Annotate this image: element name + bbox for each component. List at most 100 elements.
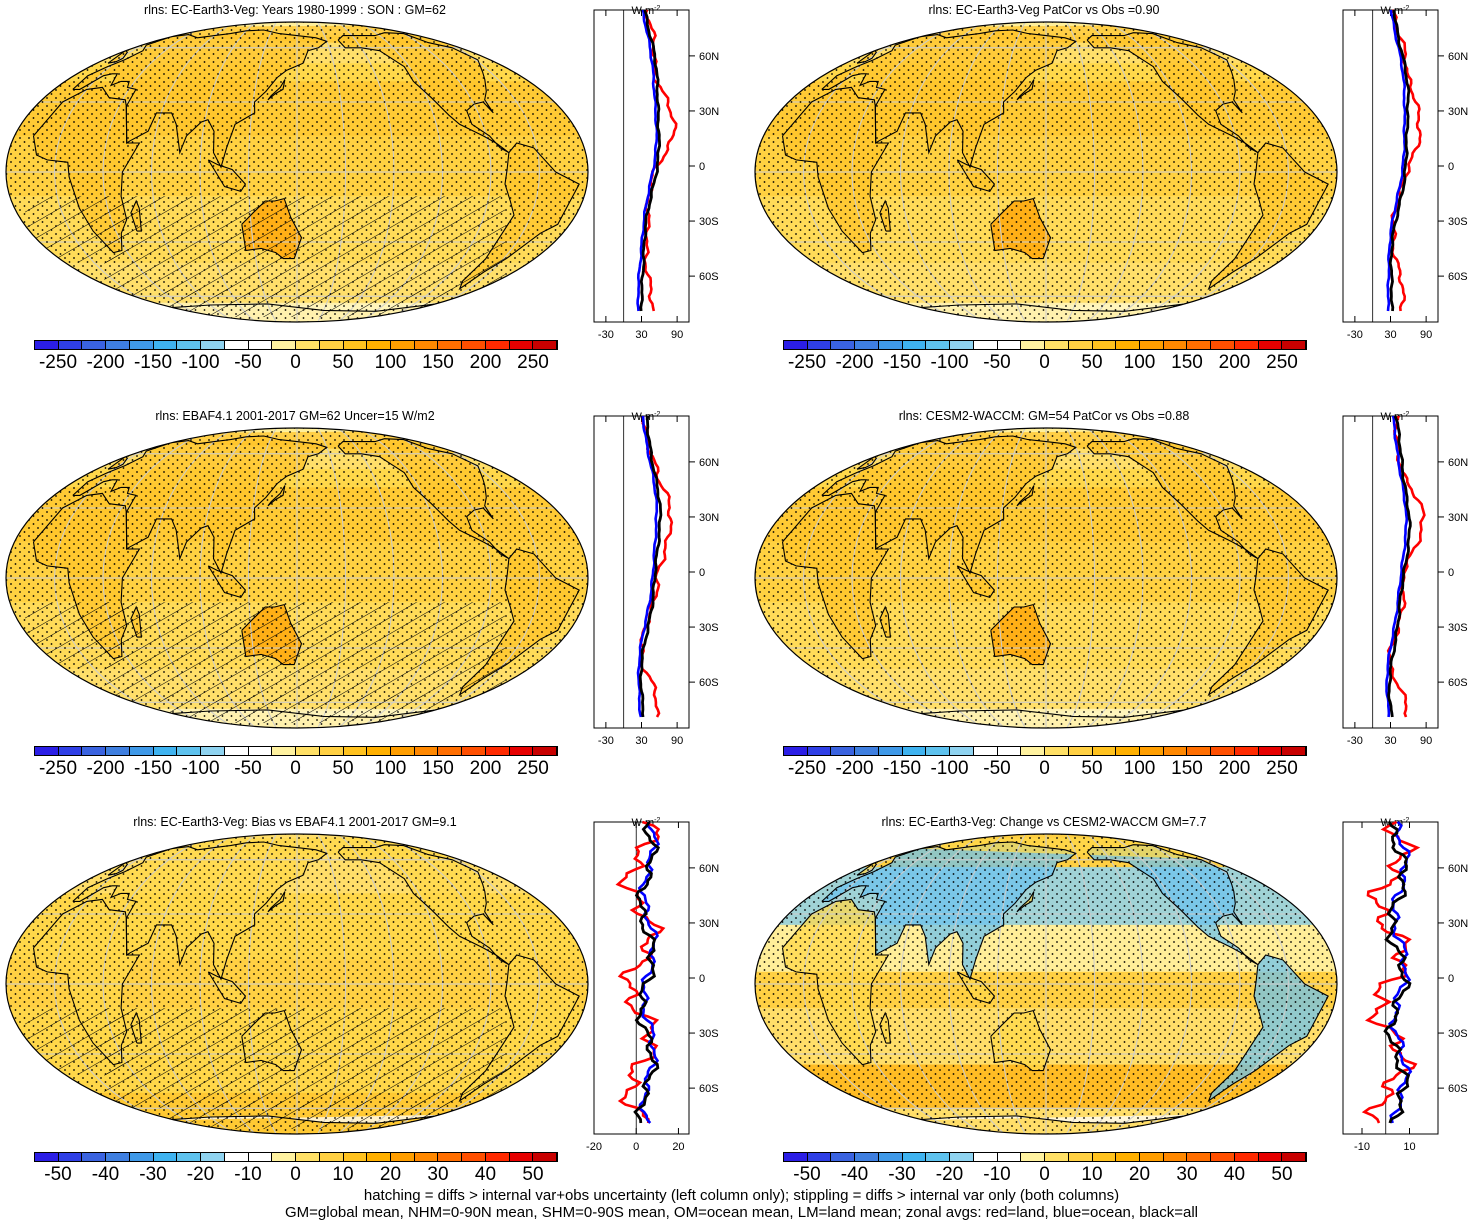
map-svg: W m-2 60N 30N 0 30S 60S -30 30 90 [5, 411, 719, 747]
panel-1: rlns: EC-Earth3-Veg: Years 1980-1999 : S… [0, 0, 734, 400]
panel-title: rlns: EC-Earth3-Veg: Change vs CESM2-WAC… [881, 815, 1207, 829]
coastline [1207, 548, 1329, 697]
zonal-x-tick: -20 [586, 1141, 602, 1153]
zonal-curve-land [1386, 415, 1426, 718]
coastline [781, 898, 890, 1066]
colorbar-swatch [485, 1153, 510, 1161]
colorbar-swatch [1068, 1153, 1093, 1161]
coastline [337, 32, 510, 154]
colorbar-label: -30 [139, 1164, 167, 1185]
colorbar-swatch [1234, 747, 1259, 755]
colorbar-label: 250 [1266, 758, 1298, 779]
colorbar-label: -150 [882, 352, 922, 373]
colorbar-swatch [1116, 1153, 1141, 1161]
coastline [458, 548, 580, 697]
colorbar-label: 50 [332, 758, 354, 779]
colorbar-label: 20 [1128, 1164, 1151, 1185]
colorbar-swatch [201, 1153, 225, 1161]
colorbar-swatch [1163, 341, 1188, 349]
zonal-lat-label: 60S [699, 271, 719, 283]
colorbar-swatch [533, 341, 558, 349]
colorbar-label: -30 [888, 1164, 916, 1185]
colorbar-swatch [248, 1153, 273, 1161]
colorbar-swatch [485, 341, 510, 349]
colorbar-label: 250 [1266, 352, 1298, 373]
colorbar [783, 746, 1307, 756]
coastline [1086, 438, 1259, 560]
zonal-units: W m-2 [632, 411, 661, 423]
colorbar-swatch [367, 341, 392, 349]
zonal-curve-land [1361, 820, 1421, 1124]
coastline [207, 971, 247, 1005]
coastline [267, 79, 286, 101]
colorbar-swatch [391, 341, 415, 349]
zonal-lat-label: 0 [1448, 973, 1454, 985]
colorbar-label: -10 [983, 1164, 1011, 1185]
colorbar-label: -150 [882, 758, 922, 779]
colorbar-swatch [902, 1153, 927, 1161]
colorbar-swatch [509, 1153, 534, 1161]
colorbar-swatch [1092, 747, 1117, 755]
colorbar-swatch [296, 1153, 320, 1161]
colorbar-labels: -250 -200 -150 -100 -50 0 50 100 150 200 250 [783, 758, 1307, 780]
stippling [755, 428, 1337, 728]
colorbar-label: 10 [332, 1164, 354, 1185]
zonal-lat-label: 60S [699, 677, 719, 689]
hatching [104, 196, 505, 297]
colorbar-swatch [1211, 341, 1235, 349]
footer-line-2: GM=global mean, NHM=0-90N mean, SHM=0-90… [284, 1204, 1198, 1221]
coastline [130, 605, 143, 638]
colorbar-swatch [414, 341, 439, 349]
colorbar-swatch [391, 1153, 415, 1161]
zonal-curve-ocean [636, 9, 659, 312]
coastline [781, 492, 890, 660]
colorbar-swatch [462, 341, 486, 349]
colorbar-swatch [1092, 341, 1117, 349]
colorbar-label: -250 [38, 352, 78, 373]
colorbar-swatch [35, 341, 59, 349]
colorbar-swatch [272, 341, 297, 349]
zonal-curve-land [615, 820, 666, 1124]
colorbar-swatch [129, 1153, 154, 1161]
coastline [956, 565, 996, 599]
colorbar-swatch [1187, 341, 1212, 349]
colorbar-swatch [177, 747, 202, 755]
coastline [130, 1011, 143, 1044]
colorbar-labels: -50 -40 -30 -20 -10 0 10 20 30 40 50 [34, 1164, 558, 1186]
hatching [25, 1008, 128, 1075]
colorbar-label: -20 [186, 1164, 215, 1185]
coastline [159, 1114, 447, 1124]
zonal-x-tick: -30 [598, 735, 614, 747]
panel-4: rlns: CESM2-WACCM: GM=54 PatCor vs Obs =… [749, 406, 1483, 806]
hatching [164, 694, 469, 724]
colorbar-swatch [831, 747, 856, 755]
colorbar-swatch [855, 747, 879, 755]
zonal-lat-label: 60N [1448, 51, 1468, 63]
coastline [990, 197, 1052, 260]
zonal-curve-all [633, 821, 661, 1124]
coastline [241, 603, 303, 666]
coastline [207, 159, 247, 193]
coastline [107, 456, 129, 470]
colorbar-swatch [997, 747, 1022, 755]
colorbar-label: 20 [379, 1164, 402, 1185]
colorbar-labels: -250 -200 -150 -100 -50 0 50 100 150 200 250 [783, 352, 1307, 374]
colorbar-label: -150 [133, 352, 173, 373]
zonal-lat-label: 60N [699, 457, 719, 469]
colorbar-label: -50 [793, 1164, 821, 1185]
zonal-lat-label: 30N [1448, 918, 1468, 930]
coastline [879, 199, 892, 232]
colorbar-swatch [272, 1153, 297, 1161]
colorbar-label: 0 [1039, 758, 1050, 779]
zonal-x-tick: 30 [1384, 735, 1396, 747]
colorbar-swatch [1258, 747, 1283, 755]
colorbar-label: -200 [86, 352, 125, 373]
panel-title: rlns: EC-Earth3-Veg: Bias vs EBAF4.1 200… [133, 815, 457, 829]
colorbar-label: 150 [422, 758, 454, 779]
colorbar-labels: -250 -200 -150 -100 -50 0 50 100 150 200 250 [34, 352, 558, 374]
colorbar-swatch [414, 1153, 439, 1161]
colorbar-swatch [831, 341, 856, 349]
zonal-lat-label: 30S [699, 216, 719, 228]
colorbar-swatch [784, 747, 808, 755]
